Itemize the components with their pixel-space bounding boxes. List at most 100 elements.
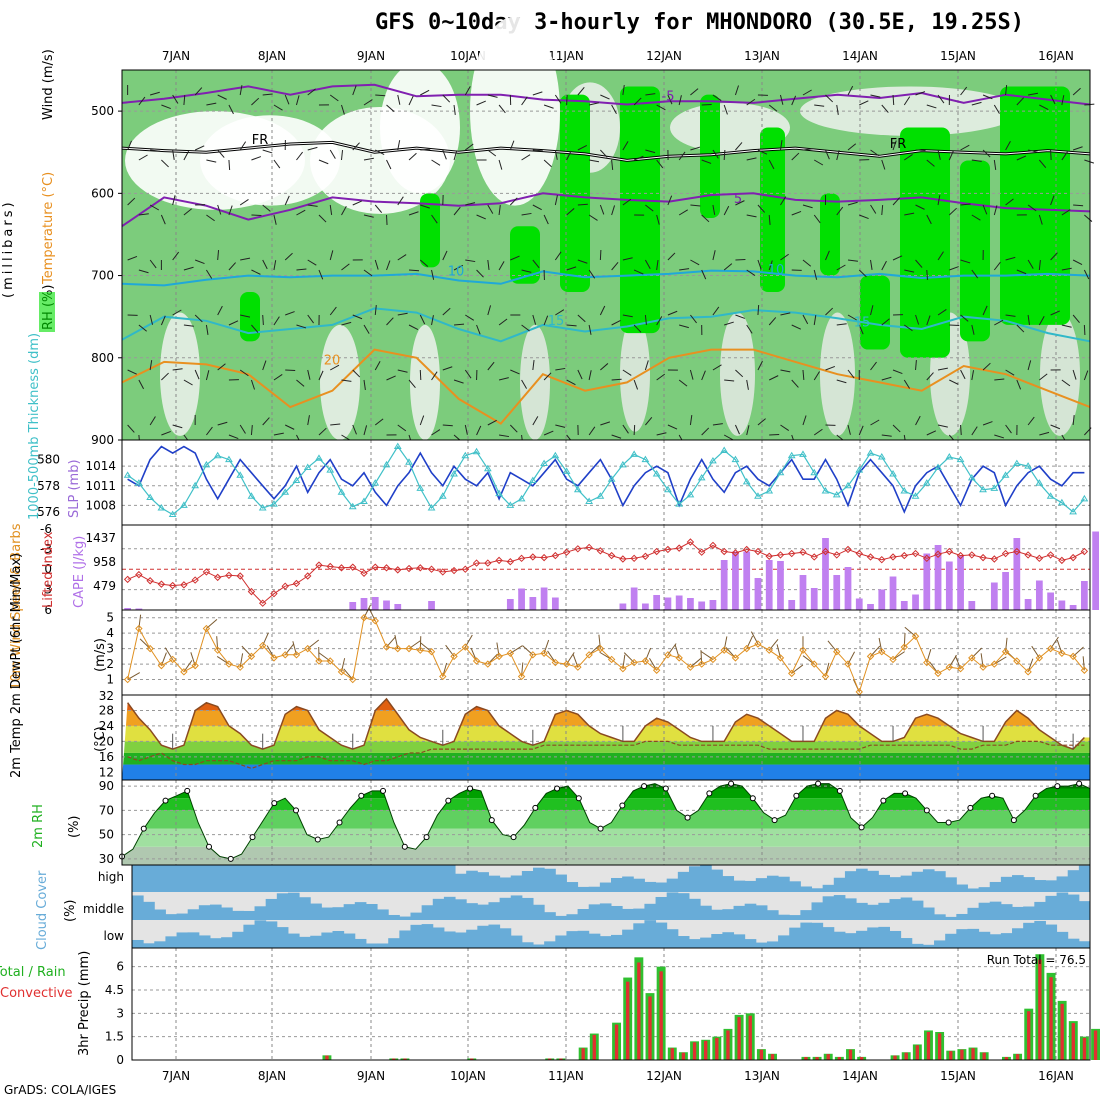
cloud-cell xyxy=(287,865,300,892)
cloud-cell xyxy=(666,929,679,948)
cloud-cell xyxy=(611,877,623,892)
bottom-day-tick: 10JAN xyxy=(450,1069,486,1083)
wind-speed-point xyxy=(889,655,897,664)
cloud-cell xyxy=(165,936,178,948)
wind-barb xyxy=(318,159,329,165)
thickness-point xyxy=(202,460,211,468)
wind-barb xyxy=(825,307,834,316)
precip-convective-bar xyxy=(826,1054,830,1060)
wind-barb xyxy=(1027,259,1034,269)
cape-bar xyxy=(124,608,132,610)
wind-speed-point xyxy=(168,655,177,664)
wind-barb xyxy=(937,94,945,104)
li-point xyxy=(1013,547,1021,556)
wind-barb xyxy=(904,269,915,273)
wind-barb xyxy=(892,255,903,261)
wind-barb xyxy=(644,314,647,325)
cloud-cell xyxy=(755,942,768,948)
wind-barb xyxy=(285,311,295,316)
wind-barb xyxy=(273,260,277,271)
rh-point xyxy=(989,792,996,799)
wind-barb xyxy=(937,149,941,160)
rh-point xyxy=(706,790,713,797)
wind-barb xyxy=(352,424,357,435)
thickness-point xyxy=(517,494,526,502)
wind-barb xyxy=(633,97,642,106)
cape-bar xyxy=(506,599,514,610)
wind-barb xyxy=(1084,103,1095,106)
thickness-point xyxy=(1069,507,1078,515)
li-point xyxy=(191,576,199,584)
wind-barb xyxy=(284,252,293,261)
thickness-point xyxy=(967,473,976,481)
thickness-point xyxy=(416,484,425,491)
isotherm-p5 xyxy=(121,192,1091,228)
wind-barb xyxy=(633,155,644,161)
wind-barb xyxy=(498,261,505,271)
cloud-cell xyxy=(722,876,735,892)
li-point xyxy=(720,547,728,556)
rh-point xyxy=(358,792,365,799)
wind-barb xyxy=(341,321,352,326)
wind-barb xyxy=(712,149,719,159)
wind-barb xyxy=(982,149,991,158)
cape-bar xyxy=(934,545,942,610)
wind-barb xyxy=(476,214,486,220)
wind-barb xyxy=(622,314,633,318)
panel-bg xyxy=(122,440,1090,525)
rh-point xyxy=(314,836,321,843)
cloud-cell xyxy=(209,938,222,948)
wind-barb xyxy=(183,150,190,161)
cloud-cell xyxy=(154,941,166,948)
wind-barb xyxy=(1016,155,1027,161)
wind-barb xyxy=(870,419,880,426)
wind-barb xyxy=(712,204,716,215)
cloud-cell xyxy=(365,904,378,920)
rh-band xyxy=(122,828,1090,847)
wind-barb xyxy=(509,140,515,151)
thickness-point xyxy=(292,476,301,484)
wind-barb xyxy=(847,424,851,435)
wind-barb xyxy=(915,259,923,268)
wind-barb xyxy=(554,94,562,104)
rh-dry-patch xyxy=(380,61,460,194)
cloud-cell xyxy=(622,908,634,920)
wind-barb xyxy=(194,314,203,323)
bottom-day-tick: 12JAN xyxy=(646,1069,682,1083)
li-point xyxy=(135,570,143,579)
wind-barb xyxy=(746,214,757,218)
slp-left-label: SLP (mb) xyxy=(67,459,82,518)
cloud-cell xyxy=(354,865,367,892)
wind-barb xyxy=(735,142,743,151)
wind-speed-point xyxy=(788,669,796,678)
cloud-cell xyxy=(377,909,389,920)
wind-barb xyxy=(262,93,273,96)
wind-barb xyxy=(205,324,209,335)
wind-barb xyxy=(363,157,374,161)
cloud-cell xyxy=(989,901,1002,920)
cloud-cell xyxy=(856,902,868,920)
cloud-cell xyxy=(967,907,980,920)
wind-barb xyxy=(273,432,284,436)
wind-speed-point xyxy=(360,614,368,622)
wind-barb xyxy=(453,206,461,216)
wind-barb xyxy=(611,262,619,271)
wind-barb xyxy=(419,415,425,426)
cloud-cell xyxy=(800,922,813,948)
wind-barb xyxy=(971,426,978,436)
wind-barb xyxy=(476,100,486,106)
wind-barb xyxy=(960,314,969,322)
precip-convective-bar xyxy=(325,1055,329,1060)
cloud-cell xyxy=(967,928,980,948)
li-point xyxy=(956,551,965,560)
wind-barb xyxy=(1005,369,1015,376)
wind-barb xyxy=(386,375,396,381)
wind-barb xyxy=(734,424,740,435)
wind-barb xyxy=(836,323,847,326)
wind-barb xyxy=(633,424,636,436)
temp-band xyxy=(122,741,1090,753)
li-point xyxy=(236,572,244,580)
wind-barb xyxy=(757,304,760,316)
wind-speed-point xyxy=(337,668,346,676)
cloud-cell xyxy=(677,893,690,920)
